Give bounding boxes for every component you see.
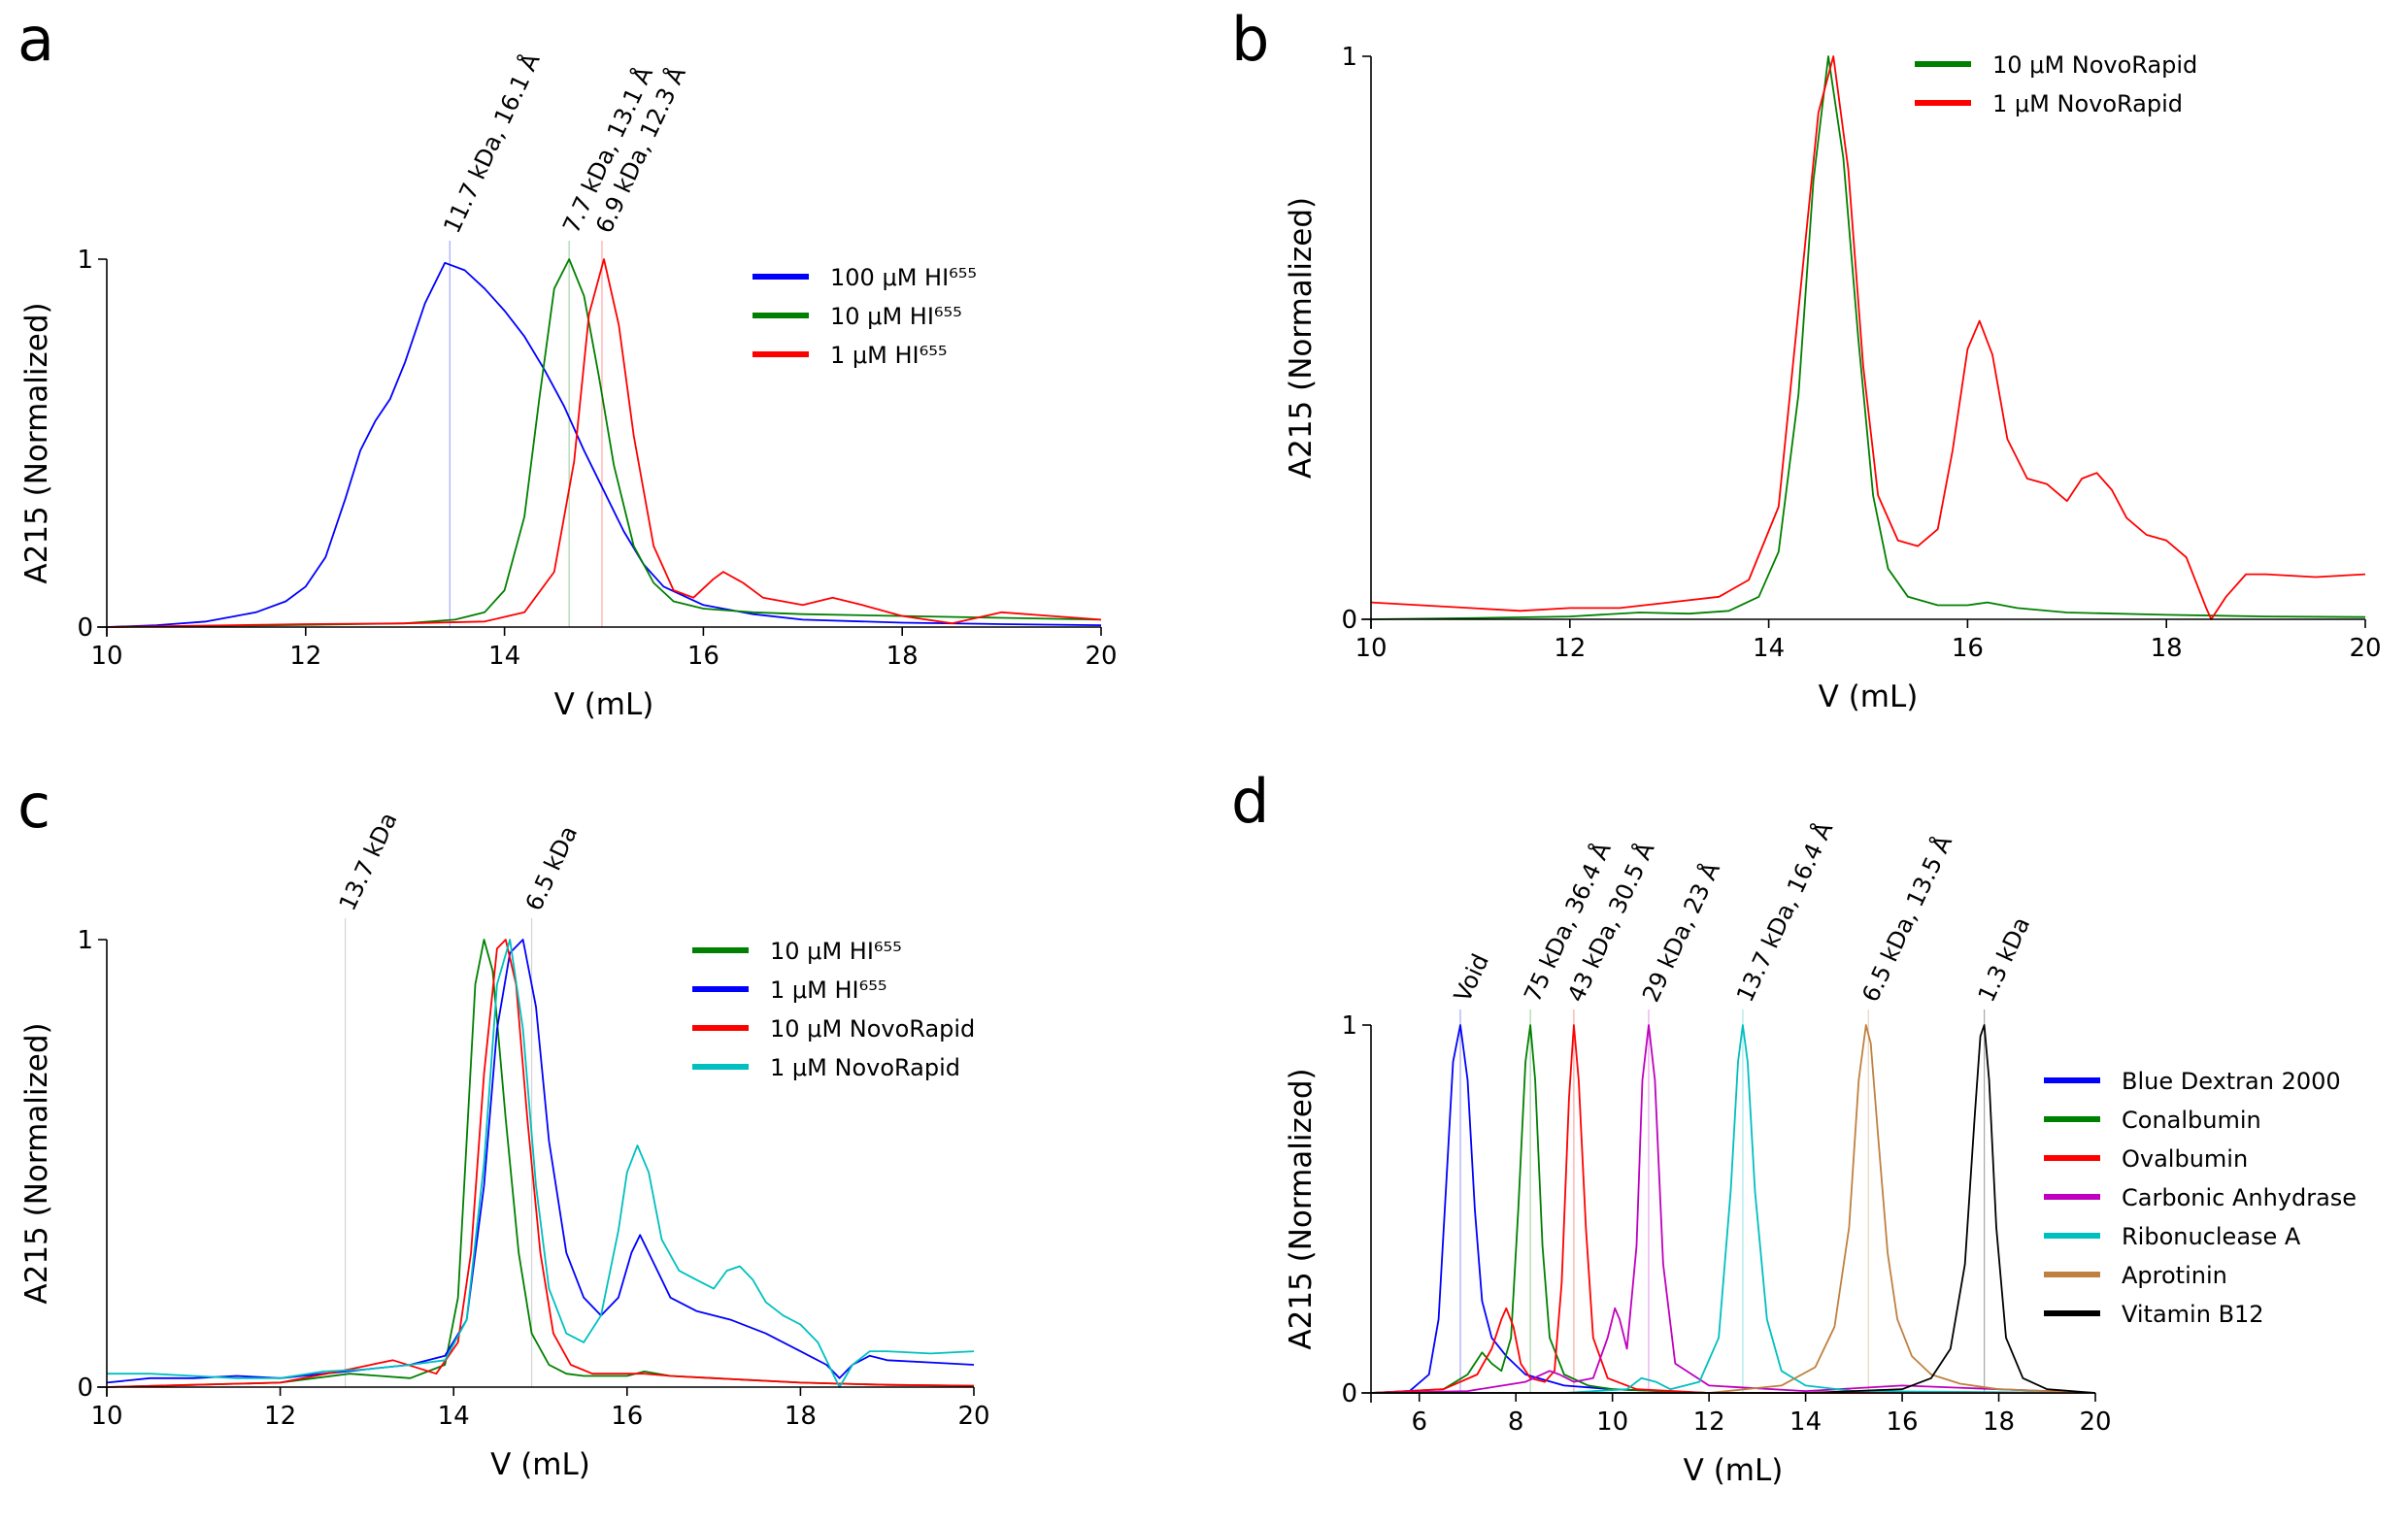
x-tick-label: 18 [886, 642, 919, 671]
annotation-label: Void [1449, 949, 1494, 1006]
annotation-label: 6.5 kDa [520, 822, 584, 915]
y-tick-label: 1 [1341, 43, 1357, 72]
series-line [1370, 1024, 2095, 1394]
x-tick-label: 16 [611, 1402, 643, 1431]
y-axis-label: A215 (Normalized) [19, 302, 54, 583]
annotation-label: 11.7 kDa, 16.1 Å [437, 49, 545, 238]
x-tick-label: 20 [2349, 634, 2381, 663]
y-tick-label: 0 [1341, 606, 1357, 635]
panel-letter: a [17, 4, 54, 75]
y-tick-label: 0 [77, 613, 93, 643]
x-axis-label: V (mL) [490, 1447, 590, 1482]
series-line [107, 939, 975, 1388]
x-tick-label: 20 [2079, 1407, 2111, 1437]
x-tick-label: 10 [90, 1402, 122, 1431]
x-tick-label: 12 [264, 1402, 296, 1431]
panel-a: a 10 12 14 16 18 20 0 1 V (mL) A215 (Normalized) 11… [17, 4, 1118, 722]
panel-letter: c [17, 771, 50, 842]
x-tick-label: 8 [1508, 1407, 1524, 1437]
x-tick-label: 12 [289, 642, 321, 671]
y-axis-label: A215 (Normalized) [19, 1022, 54, 1304]
series-line [1370, 1024, 2095, 1394]
y-tick-label: 0 [77, 1374, 93, 1403]
series-line [1370, 55, 2366, 620]
legend-label: Carbonic Anhydrase [2122, 1184, 2357, 1211]
x-tick-label: 10 [1596, 1407, 1628, 1437]
legend: 10 μM HI⁶⁵⁵ 1 μM HI⁶⁵⁵ 10 μM NovoRapid 1 μM… [692, 938, 975, 1081]
y-tick-label: 1 [77, 926, 93, 955]
legend: Blue Dextran 2000 Conalbumin Ovalbumin Carb… [2044, 1068, 2357, 1328]
legend-label: Ovalbumin [2122, 1145, 2248, 1173]
x-tick-label: 14 [1789, 1407, 1822, 1437]
y-axis-label: A215 (Normalized) [1284, 197, 1319, 479]
legend-label: Conalbumin [2122, 1107, 2261, 1134]
x-tick-label: 12 [1554, 634, 1586, 663]
series-line [1370, 1024, 2096, 1394]
y-axis-label: A215 (Normalized) [1284, 1068, 1319, 1349]
legend-label: 10 μM HI⁶⁵⁵ [830, 303, 962, 330]
x-axis-label: V (mL) [1684, 1453, 1784, 1488]
series-line [1371, 1024, 2096, 1394]
annotation-label: 6.5 kDa, 13.5 Å [1856, 831, 1957, 1007]
panel-c: c 10 12 14 16 18 20 0 1 V (mL) A215 (Normalized) 13… [17, 771, 990, 1482]
x-tick-label: 18 [785, 1402, 817, 1431]
x-tick-label: 18 [2151, 634, 2183, 663]
legend: 10 μM NovoRapid 1 μM NovoRapid [1915, 51, 2197, 117]
x-tick-label: 14 [438, 1402, 470, 1431]
series-line [106, 258, 1102, 628]
x-tick-label: 14 [488, 642, 520, 671]
series-line [1371, 1024, 2096, 1394]
panel-d: d 6 8 10 12 14 16 18 20 0 1 V (mL) A215 (Normalized)… [1231, 766, 2357, 1488]
series-line [106, 258, 1102, 628]
panel-letter: b [1231, 4, 1269, 75]
series-line [106, 261, 1102, 628]
legend-label: 100 μM HI⁶⁵⁵ [830, 264, 977, 291]
x-tick-label: 16 [1887, 1407, 1919, 1437]
legend-label: 1 μM NovoRapid [1992, 90, 2183, 117]
y-tick-label: 1 [77, 246, 93, 275]
panel-b: b 10 12 14 16 18 20 0 1 V (mL) A215 (Normalized) 10… [1231, 4, 2382, 714]
legend-label: 10 μM NovoRapid [770, 1015, 975, 1043]
legend-label: 1 μM NovoRapid [770, 1054, 960, 1081]
legend-label: 10 μM NovoRapid [1992, 51, 2197, 79]
legend-label: Blue Dextran 2000 [2122, 1068, 2341, 1095]
x-tick-label: 10 [1354, 634, 1387, 663]
legend-label: 1 μM HI⁶⁵⁵ [830, 342, 948, 369]
annotation-label: 29 kDa, 23 Å [1636, 857, 1725, 1006]
series-line [1370, 55, 2366, 620]
series-line [1370, 1024, 2095, 1394]
series-line [106, 939, 975, 1388]
x-tick-label: 10 [90, 642, 122, 671]
annotation-label: 1.3 kDa [1973, 913, 2036, 1007]
x-tick-label: 20 [1085, 642, 1117, 671]
legend-label: Ribonuclease A [2122, 1223, 2301, 1250]
legend-label: 10 μM HI⁶⁵⁵ [770, 938, 902, 965]
x-tick-label: 16 [1952, 634, 1984, 663]
annotation-label: 13.7 kDa, 16.4 Å [1730, 817, 1838, 1007]
y-tick-label: 0 [1341, 1379, 1357, 1408]
legend-label: Vitamin B12 [2122, 1301, 2264, 1328]
x-axis-label: V (mL) [554, 687, 654, 722]
series-line [106, 939, 975, 1388]
x-tick-label: 12 [1693, 1407, 1725, 1437]
panel-letter: d [1231, 766, 1269, 837]
annotation-label: 13.7 kDa [334, 809, 403, 915]
legend: 100 μM HI⁶⁵⁵ 10 μM HI⁶⁵⁵ 1 μM HI⁶⁵⁵ [752, 264, 977, 369]
x-axis-label: V (mL) [1819, 679, 1919, 714]
x-tick-label: 16 [687, 642, 719, 671]
legend-label: 1 μM HI⁶⁵⁵ [770, 977, 887, 1004]
legend-label: Aprotinin [2122, 1262, 2227, 1289]
series-line [1371, 1024, 2096, 1394]
x-tick-label: 14 [1753, 634, 1785, 663]
x-tick-label: 18 [1983, 1407, 2015, 1437]
series-line [106, 939, 975, 1384]
x-tick-label: 20 [957, 1402, 989, 1431]
x-tick-label: 6 [1411, 1407, 1427, 1437]
y-tick-label: 1 [1341, 1011, 1357, 1041]
